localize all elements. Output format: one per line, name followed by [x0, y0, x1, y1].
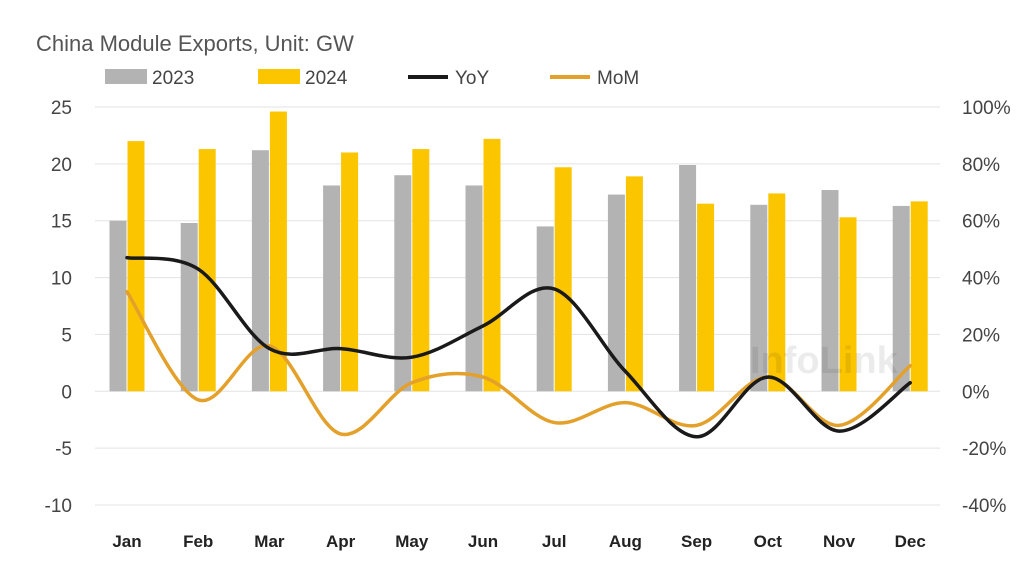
legend-label: 2024 — [305, 68, 348, 89]
legend-label: YoY — [455, 68, 489, 89]
legend-swatch-2023 — [105, 69, 147, 84]
bar-2023 — [251, 150, 269, 392]
bar-2024 — [198, 149, 216, 392]
left-tick-label: -10 — [45, 496, 72, 517]
bar-2024 — [768, 193, 786, 392]
bar-2024 — [554, 167, 572, 392]
left-tick-label: 10 — [51, 269, 72, 290]
x-tick-label: Nov — [823, 532, 856, 551]
x-tick-label: Mar — [254, 532, 285, 551]
right-tick-label: 0% — [962, 382, 990, 403]
right-tick-label: 100% — [962, 98, 1011, 119]
left-tick-label: 0 — [61, 382, 72, 403]
legend-label: 2023 — [152, 68, 194, 89]
right-tick-label: 60% — [962, 212, 1000, 233]
x-tick-label: Jun — [468, 532, 498, 551]
bar-2023 — [821, 190, 839, 392]
legend-swatch-2024 — [258, 69, 300, 84]
x-tick-label: Feb — [183, 532, 213, 551]
left-tick-label: 25 — [51, 98, 72, 119]
x-tick-label: Apr — [326, 532, 356, 551]
left-tick-label: 5 — [61, 325, 72, 346]
bar-2023 — [750, 204, 768, 392]
bar-2024 — [127, 141, 145, 392]
bar-2023 — [323, 185, 341, 392]
bar-2024 — [483, 138, 501, 392]
legend-label: MoM — [597, 68, 639, 89]
right-tick-label: 80% — [962, 155, 1000, 176]
bar-2024 — [412, 149, 430, 392]
x-tick-label: Aug — [609, 532, 642, 551]
bar-2023 — [892, 205, 910, 392]
right-tick-label: 20% — [962, 325, 1000, 346]
bar-2023 — [109, 220, 127, 392]
x-tick-label: Dec — [895, 532, 926, 551]
bar-2024 — [341, 152, 359, 392]
right-tick-label: 40% — [962, 269, 1000, 290]
lines — [125, 255, 912, 439]
legend: 2023 2024 YoY MoM — [105, 68, 639, 89]
bar-2024 — [697, 203, 715, 392]
watermark: InfoLink — [750, 340, 899, 382]
bar-2023 — [180, 222, 198, 392]
bar-2023 — [679, 164, 697, 392]
bar-2023 — [394, 175, 412, 392]
left-tick-label: -5 — [55, 439, 72, 460]
x-tick-label: May — [395, 532, 429, 551]
left-tick-label: 15 — [51, 212, 72, 233]
x-tick-label: Jul — [542, 532, 567, 551]
right-tick-label: -40% — [962, 496, 1006, 517]
right-tick-label: -20% — [962, 439, 1006, 460]
bar-2024 — [910, 201, 928, 392]
x-tick-label: Jan — [112, 532, 141, 551]
grid — [95, 106, 940, 506]
bar-2023 — [465, 185, 483, 392]
x-tick-label: Sep — [681, 532, 712, 551]
bar-2024 — [839, 217, 857, 392]
axes: 25 20 15 10 5 0 -5 -10 100% 80% 60% 40% 20% 0% -20% -40… — [45, 98, 1011, 551]
x-tick-label: Oct — [754, 532, 783, 551]
bar-2024 — [269, 111, 287, 392]
bar-2023 — [536, 226, 554, 392]
left-tick-label: 20 — [51, 155, 72, 176]
bar-2023 — [607, 194, 625, 392]
line-YoY — [125, 255, 912, 439]
chart-title: China Module Exports, Unit: GW — [36, 31, 354, 56]
bar-2024 — [625, 176, 643, 392]
